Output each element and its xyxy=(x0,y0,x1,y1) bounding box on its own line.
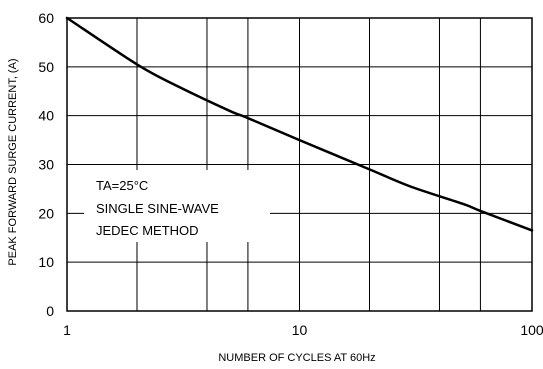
annotation-temperature: TA=25°C xyxy=(96,178,148,193)
y-tick-label: 30 xyxy=(38,157,54,173)
annotation-waveform: SINGLE SINE-WAVE xyxy=(96,201,219,216)
y-tick-label: 40 xyxy=(38,108,54,124)
x-tick-label: 100 xyxy=(520,322,543,338)
x-axis-label: NUMBER OF CYCLES AT 60Hz xyxy=(218,352,375,364)
x-tick-label: 1 xyxy=(63,322,71,338)
y-tick-labels: 0 10 20 30 40 50 60 xyxy=(38,10,54,319)
annotation-method: JEDEC METHOD xyxy=(96,223,199,238)
x-tick-label: 10 xyxy=(292,322,308,338)
y-tick-label: 20 xyxy=(38,205,54,221)
y-tick-label: 0 xyxy=(46,303,54,319)
y-tick-label: 60 xyxy=(38,10,54,26)
grid xyxy=(67,17,533,312)
surge-current-curve xyxy=(65,16,534,232)
y-tick-label: 10 xyxy=(38,254,54,270)
annotation-background xyxy=(84,170,270,242)
plot-frame xyxy=(66,17,533,312)
y-axis-label: PEAK FORWARD SURGE CURRENT, (A) xyxy=(7,58,19,265)
y-tick-label: 50 xyxy=(38,59,54,75)
x-tick-labels: 1 10 100 xyxy=(63,322,543,338)
